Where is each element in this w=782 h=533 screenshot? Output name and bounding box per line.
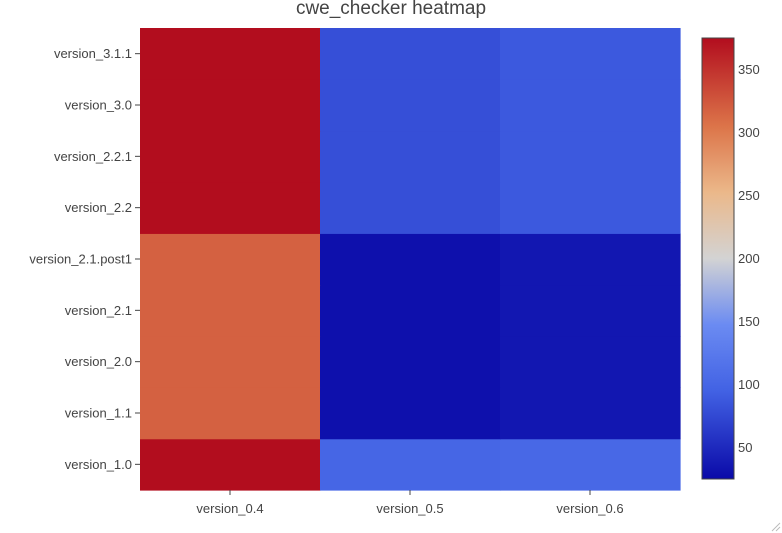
colorbar-tick-label: 100: [738, 377, 760, 392]
y-tick-label: version_2.2.1: [54, 149, 132, 164]
heatmap-cell: [140, 79, 321, 132]
resize-handle-icon[interactable]: [771, 522, 781, 532]
y-tick-label: version_3.1.1: [54, 46, 132, 61]
heatmap-cell: [500, 79, 681, 132]
y-tick-label: version_2.1.post1: [29, 252, 132, 267]
y-tick-label: version_1.0: [65, 457, 132, 472]
heatmap-cell: [320, 130, 501, 183]
heatmap-cell: [500, 130, 681, 183]
heatmap-cell: [320, 387, 501, 440]
heatmap-cell: [140, 130, 321, 183]
heatmap-cell: [500, 438, 681, 491]
y-tick-label: version_1.1: [65, 406, 132, 421]
heatmap-cell: [140, 182, 321, 234]
y-tick-label: version_2.2: [65, 200, 132, 215]
heatmap-cell: [320, 438, 501, 491]
heatmap-cell: [500, 182, 681, 234]
heatmap-cell: [140, 336, 321, 388]
heatmap-cell: [500, 233, 681, 286]
chart-title: cwe_checker heatmap: [296, 0, 486, 19]
heatmap-cell: [320, 79, 501, 132]
colorbar-tick-label: 350: [738, 62, 760, 77]
heatmap-cell: [500, 284, 681, 337]
y-tick-label: version_3.0: [65, 98, 132, 113]
y-tick-label: version_2.0: [65, 354, 132, 369]
heatmap-cell: [500, 336, 681, 388]
heatmap-cell: [140, 438, 321, 491]
heatmap-cell: [320, 336, 501, 388]
heatmap-cell: [320, 28, 501, 80]
colorbar-gradient: [701, 37, 735, 480]
heatmap-cells: [140, 28, 681, 491]
x-tick-label: version_0.4: [196, 501, 263, 516]
colorbar-tick-label: 50: [738, 440, 752, 455]
x-axis: version_0.4 version_0.5 version_0.6: [196, 490, 624, 516]
x-tick-label: version_0.5: [376, 501, 443, 516]
y-axis: version_1.0 version_1.1 version_2.0 version…: [29, 46, 140, 472]
heatmap-cell: [320, 233, 501, 286]
colorbar-tick-label: 300: [738, 125, 760, 140]
heatmap-cell: [500, 387, 681, 440]
y-tick-label: version_2.1: [65, 303, 132, 318]
colorbar: 50 100 150 200 250 300 350: [701, 37, 781, 532]
heatmap-cell: [140, 233, 321, 286]
heatmap-cell: [140, 28, 321, 80]
heatmap-cell: [320, 284, 501, 337]
colorbar-tick-label: 200: [738, 251, 760, 266]
colorbar-tick-label: 250: [738, 188, 760, 203]
colorbar-tick-label: 150: [738, 314, 760, 329]
heatmap-cell: [500, 28, 681, 80]
x-tick-label: version_0.6: [556, 501, 623, 516]
heatmap-cell: [140, 387, 321, 440]
heatmap-cell: [320, 182, 501, 234]
heatmap-cell: [140, 284, 321, 337]
